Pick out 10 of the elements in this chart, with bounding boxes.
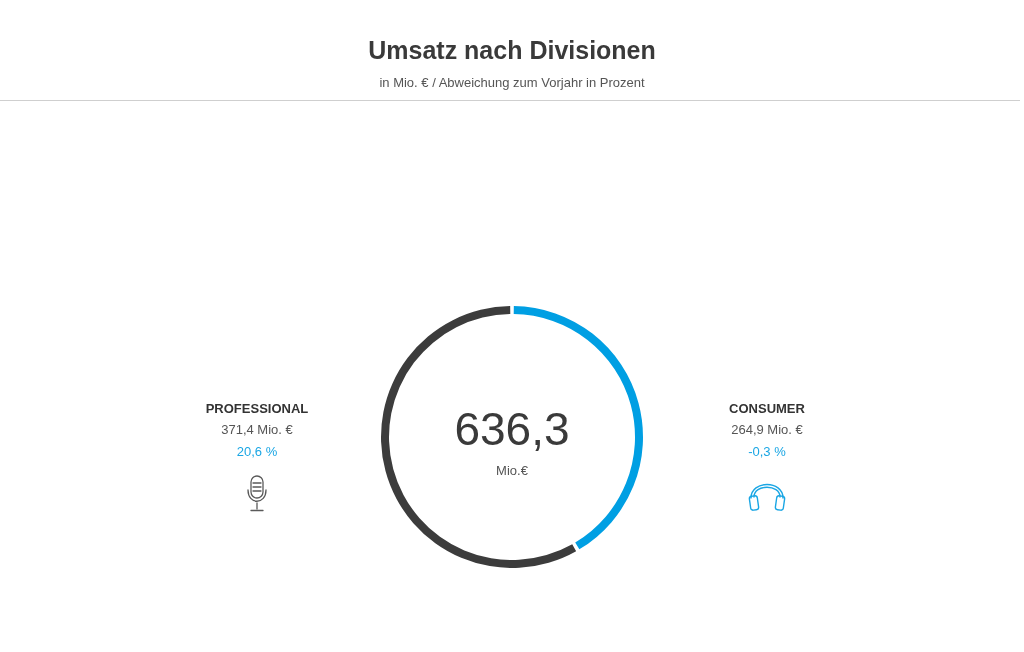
text: 636,3 bbox=[454, 403, 570, 455]
slice-label: PROFESSIONAL bbox=[205, 400, 309, 416]
text: -0,3 % bbox=[748, 443, 787, 459]
text: Mio.€ bbox=[496, 462, 529, 478]
data-label: 371,4 Mio. € bbox=[221, 421, 294, 437]
chart-title: Umsatz nach Divisionen bbox=[368, 35, 656, 64]
chart-subtitle: in Mio. € / Abweichung zum Vorjahr in Prozent bbox=[379, 75, 645, 90]
slice-label: CONSUMER bbox=[729, 400, 806, 416]
text: 20,6 % bbox=[236, 443, 278, 459]
data-label: 264,9 Mio. € bbox=[731, 421, 804, 437]
